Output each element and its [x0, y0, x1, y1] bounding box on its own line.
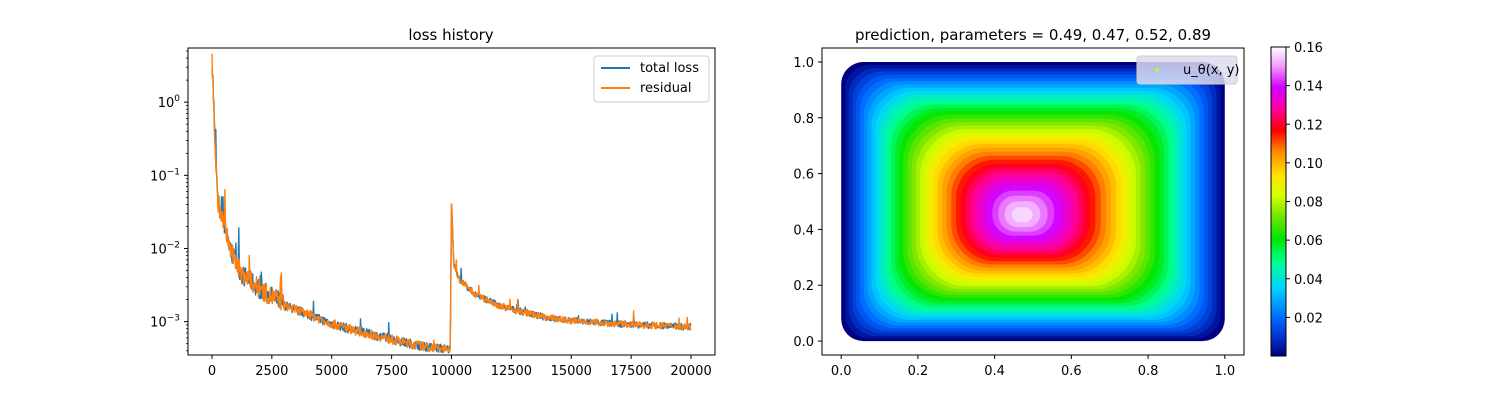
legend-total-loss-label: total loss: [640, 61, 699, 76]
x-tick-label: 7500: [375, 364, 408, 379]
prediction-plot-area: [822, 48, 1244, 355]
x-tick-label: 20000: [670, 364, 711, 379]
y-tick-label: 0.0: [793, 335, 814, 350]
loss-history-x-ticks: 0 2500 5000 7500 10000 12500 15000 17500 20000: [208, 355, 712, 379]
colorbar-tick-label: 0.08: [1294, 196, 1323, 211]
prediction-legend: u_θ(x, y): [1136, 55, 1240, 85]
legend-residual-label: residual: [640, 81, 692, 96]
y-tick-label: 1.0: [793, 56, 814, 71]
loss-history-plot-area: [211, 53, 692, 354]
x-tick-label: 10000: [431, 364, 472, 379]
prediction-x-ticks: 0.0 0.2 0.4 0.6 0.8 1.0: [831, 355, 1235, 379]
x-tick-label: 0.2: [908, 364, 929, 379]
loss-legend: total loss residual: [593, 55, 710, 103]
x-tick-label: 0: [208, 364, 216, 379]
loss-history-axes: loss history 0 2500 5000 7500 10000 12500 1500…: [150, 26, 716, 379]
colorbar-tick-label: 0.06: [1294, 234, 1323, 249]
colorbar-tick-label: 0.12: [1294, 118, 1323, 133]
prediction-y-ticks: 0.0 0.2 0.4 0.6 0.8 1.0: [793, 56, 822, 350]
y-tick-label: 0.2: [793, 279, 814, 294]
colorbar-tick-label: 0.16: [1294, 41, 1323, 56]
y-tick-label: 100: [158, 94, 181, 111]
colorbar-ticks: 0.02 0.04 0.06 0.08 0.10 0.12 0.14 0.16: [1286, 41, 1323, 326]
y-tick-label: 10−1: [150, 167, 180, 184]
loss-history-y-ticks: 10−3 10−2 10−1 100: [150, 50, 188, 352]
colorbar-tick-label: 0.04: [1294, 273, 1323, 288]
x-tick-label: 0.4: [984, 364, 1005, 379]
x-tick-label: 17500: [610, 364, 651, 379]
x-tick-label: 0.0: [831, 364, 852, 379]
prediction-legend-marker: [1155, 68, 1159, 72]
prediction-legend-label: u_θ(x, y): [1183, 63, 1240, 78]
prediction-axes: prediction, parameters = 0.49, 0.47, 0.5…: [793, 26, 1245, 379]
x-tick-label: 0.6: [1061, 364, 1082, 379]
x-tick-label: 1.0: [1214, 364, 1235, 379]
x-tick-label: 2500: [255, 364, 288, 379]
colorbar: 0.02 0.04 0.06 0.08 0.10 0.12 0.14 0.16: [1270, 41, 1323, 357]
loss-history-title: loss history: [408, 26, 493, 44]
x-tick-label: 5000: [315, 364, 348, 379]
y-tick-label: 0.8: [793, 112, 814, 127]
contour-level: [1011, 207, 1033, 223]
y-tick-label: 0.4: [793, 223, 814, 238]
x-tick-label: 0.8: [1138, 364, 1159, 379]
x-tick-label: 12500: [491, 364, 532, 379]
x-tick-label: 15000: [551, 364, 592, 379]
prediction-frame: [821, 47, 1245, 356]
series-line-residual: [211, 53, 692, 353]
y-tick-label: 0.6: [793, 168, 814, 183]
prediction-legend-box: [1136, 55, 1238, 85]
y-tick-label: 10−3: [150, 314, 180, 331]
colorbar-tick-label: 0.10: [1294, 157, 1323, 172]
prediction-title: prediction, parameters = 0.49, 0.47, 0.5…: [855, 26, 1211, 44]
y-tick-label: 10−2: [150, 240, 180, 257]
prediction-heatmap: [841, 62, 1225, 342]
colorbar-tick-label: 0.02: [1294, 311, 1323, 326]
colorbar-gradient: [1270, 46, 1287, 357]
colorbar-tick-label: 0.14: [1294, 80, 1323, 95]
